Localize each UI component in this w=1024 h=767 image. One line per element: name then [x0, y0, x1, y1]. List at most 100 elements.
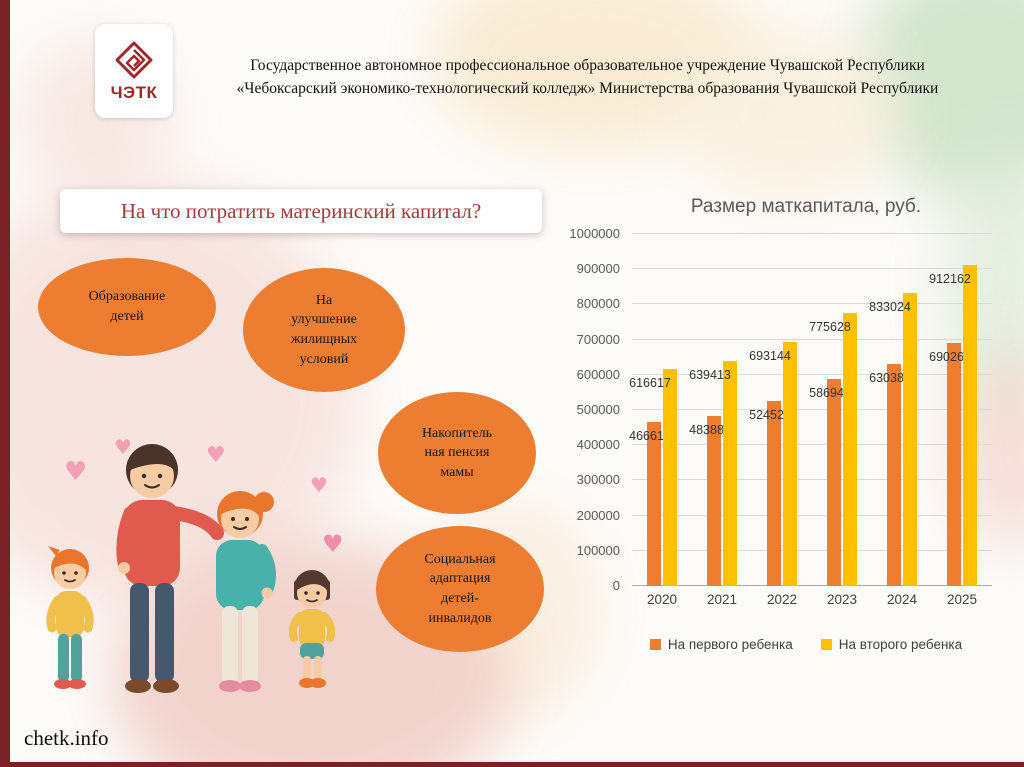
legend-swatch — [649, 639, 661, 650]
y-axis-label: 500000 — [576, 402, 620, 417]
mom-figure — [216, 491, 276, 692]
bar-value-label: 693144 — [749, 349, 791, 364]
bar-value-label: 586946 — [809, 386, 851, 401]
gridline — [632, 303, 992, 305]
bar-group: 483881 639413 — [689, 234, 752, 586]
svg-text:♥: ♥ — [64, 457, 87, 487]
chart-plot-wrap: 0 100000 200000 300000 400000 500000 600000 700… — [556, 226, 1014, 593]
bar-value-label: 524527 — [749, 408, 791, 423]
bubble-label: Социальная адаптация детей- инвалидов — [424, 551, 496, 626]
hearts: ♥ ♥ ♥ ♥ ♥ — [64, 435, 344, 558]
logo-text: ЧЭТК — [110, 82, 158, 102]
gridline — [632, 479, 992, 481]
gridline — [632, 549, 992, 551]
legend-label: На первого ребенка — [667, 637, 793, 652]
bar — [723, 360, 737, 586]
bubble-adaptation: Социальная адаптация детей- инвалидов — [376, 526, 544, 652]
gridline — [632, 268, 992, 270]
bar-group: 466617 616617 — [629, 234, 692, 586]
bar-value-label: 833024 — [869, 299, 911, 314]
svg-text:♥: ♥ — [114, 435, 132, 459]
logo-diamond-icon — [115, 41, 153, 78]
bar-value-label: 483881 — [689, 422, 731, 437]
bar — [767, 401, 781, 586]
site-url: chetk.info — [24, 726, 109, 750]
svg-text:♥: ♥ — [310, 473, 328, 497]
x-axis-label: 2025 — [946, 592, 978, 607]
bottom-accent-bar — [0, 762, 1024, 767]
bar-value-label: 616617 — [629, 375, 671, 390]
bubble-label: Накопитель ная пенсия мамы — [421, 425, 493, 480]
watercolor-blob — [680, 30, 900, 200]
y-axis-label: 600000 — [576, 366, 620, 382]
gridline — [632, 514, 992, 516]
bar-group: 630380 833024 — [869, 234, 932, 586]
svg-text:♥: ♥ — [322, 530, 344, 558]
x-axis-label: 2022 — [766, 592, 798, 607]
institution-name: Государственное автономное профессиональ… — [236, 57, 939, 98]
bar-group: 586946 775628 — [809, 234, 872, 586]
bar-group: 524527 693144 — [749, 234, 812, 586]
bubble-label: Образование детей — [88, 289, 166, 324]
bar — [843, 312, 857, 586]
x-axis-label: 2021 — [706, 592, 738, 607]
slide-title: На что потратить материнский капитал? — [120, 198, 482, 223]
chart-y-axis: 0 100000 200000 300000 400000 500000 600000 700… — [556, 226, 624, 593]
bubble-housing: На улучшение жилищных условий — [243, 268, 405, 392]
svg-text:♥: ♥ — [206, 443, 226, 468]
family-illustration: ♥ ♥ ♥ ♥ ♥ — [46, 435, 344, 693]
bar-value-label: 690266 — [929, 350, 971, 365]
y-axis-label: 700000 — [576, 331, 620, 347]
logo: ЧЭТК — [95, 24, 173, 118]
bubble-education: Образование детей — [38, 258, 216, 356]
bar-group: 690266 912162 — [929, 234, 992, 586]
x-axis-label: 2020 — [646, 592, 678, 607]
dad-figure — [116, 444, 224, 693]
y-axis-label: 400000 — [576, 437, 620, 453]
chart-plot-area: 466617 616617 483881 639413 524527 693144 5869… — [629, 233, 992, 586]
bar — [887, 364, 901, 586]
y-axis-label: 900000 — [576, 261, 620, 277]
bubble-label: На улучшение жилищных условий — [290, 292, 358, 367]
bar — [663, 368, 677, 586]
y-axis-label: 300000 — [576, 472, 620, 488]
bar — [827, 379, 841, 586]
slide-title-box: На что потратить материнский капитал? — [60, 189, 542, 233]
x-axis-label: 2023 — [826, 592, 858, 607]
y-axis-label: 0 — [612, 578, 620, 593]
y-axis-label: 100000 — [576, 542, 620, 558]
bar-value-label: 639413 — [689, 367, 731, 382]
y-axis-label: 1000000 — [569, 226, 620, 241]
site-footer: chetk.info — [24, 726, 109, 751]
bar — [947, 343, 961, 586]
bar-value-label: 912162 — [929, 271, 971, 286]
legend-label: На второго ребенка — [838, 637, 963, 652]
gridline — [632, 409, 992, 410]
y-axis-label: 200000 — [576, 507, 620, 523]
y-axis-label: 800000 — [576, 296, 620, 312]
bar — [707, 415, 721, 586]
boy-figure — [46, 546, 94, 689]
bubble-pension: Накопитель ная пенсия мамы — [378, 392, 536, 514]
left-accent-bar — [0, 0, 10, 767]
bar-value-label: 466617 — [629, 428, 671, 443]
chart-legend: На первого ребенка На второго ребенка — [616, 637, 996, 652]
gridline — [632, 585, 992, 586]
bar — [647, 421, 661, 586]
chart: Размер маткапитала, руб. 0 100000 200000 30… — [556, 196, 1014, 652]
legend-item: На второго ребенка — [820, 637, 963, 652]
gridline — [632, 444, 992, 446]
bar — [903, 292, 917, 586]
bar — [963, 264, 977, 586]
x-axis-label: 2024 — [886, 592, 918, 607]
gridline — [632, 373, 992, 375]
chart-x-axis: 2020 2021 2022 2023 2024 2025 — [632, 592, 992, 607]
bar-value-label: 630380 — [869, 371, 911, 386]
gridline — [632, 233, 992, 234]
gridline — [632, 338, 992, 340]
chart-title: Размер маткапитала, руб. — [690, 196, 922, 217]
legend-item: На первого ребенка — [649, 637, 793, 652]
bar — [783, 342, 797, 586]
bar-value-label: 775628 — [809, 319, 851, 334]
